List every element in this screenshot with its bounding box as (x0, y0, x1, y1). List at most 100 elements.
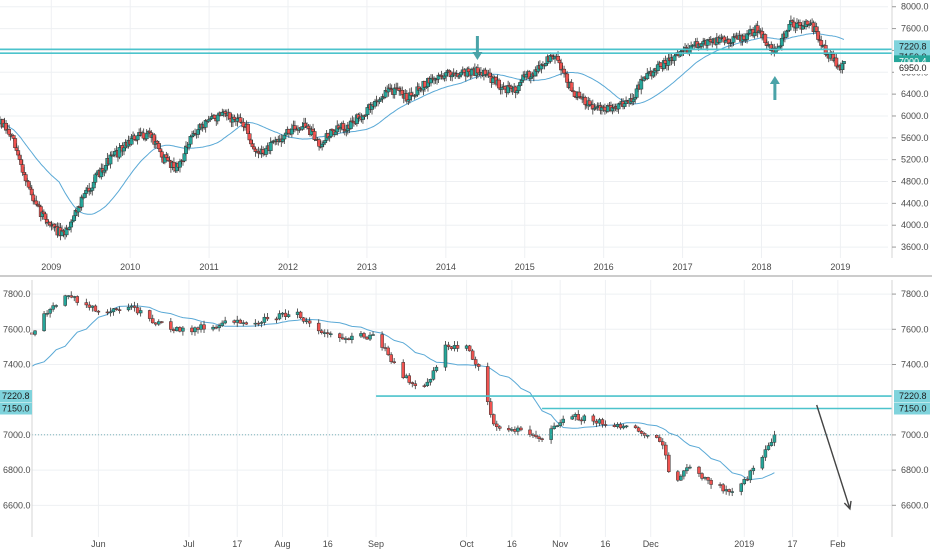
bottom-annotations (816, 404, 852, 511)
candle-body (449, 346, 454, 349)
candle (772, 430, 777, 447)
candle (507, 425, 511, 433)
candle (223, 316, 227, 325)
candle-body (160, 321, 164, 323)
candle (413, 380, 418, 390)
candle (105, 309, 110, 316)
candle (748, 469, 753, 483)
candle (769, 438, 774, 447)
candle (679, 474, 683, 481)
candle-body (519, 427, 523, 431)
candle-body (223, 320, 227, 324)
candle-body (105, 311, 110, 314)
daily-candlestick-panel: 7800.0 7600.0 7400.0 7000.0 6800.0 6600.0 7220… (0, 280, 930, 549)
candle (600, 417, 605, 428)
candle-body (190, 327, 194, 333)
candle (841, 61, 846, 71)
candle-body (262, 316, 267, 323)
candle (700, 472, 704, 481)
candle-body (727, 489, 731, 493)
candle (178, 326, 182, 333)
candle (485, 362, 490, 406)
candle-body (371, 334, 375, 336)
candle-body (147, 310, 152, 319)
candle-body (114, 308, 119, 310)
top-horizontal-levels (0, 48, 892, 54)
candle-body (268, 142, 273, 151)
candle (150, 314, 155, 324)
bottom-moving-average (31, 305, 775, 481)
candle-body (615, 424, 620, 428)
candle-body (404, 375, 408, 378)
candle (238, 318, 242, 324)
candle-body (280, 312, 285, 315)
y-tick-label: 7400.0 (901, 359, 929, 369)
candle-body (175, 327, 179, 332)
candle (84, 298, 89, 309)
candle (196, 326, 200, 334)
candle-body (476, 364, 481, 367)
candle (132, 301, 137, 312)
candle-body (72, 296, 77, 298)
candle-body (350, 335, 354, 341)
candle-body (157, 321, 161, 325)
y-tick-label: 6600.0 (3, 500, 31, 510)
candle (658, 434, 662, 443)
candle (428, 378, 433, 386)
candle-body (211, 326, 215, 330)
candle-body (392, 361, 396, 363)
candle-body (600, 419, 605, 425)
candle (495, 420, 499, 431)
candle (473, 356, 478, 369)
x-tick-label: 2010 (120, 262, 140, 272)
candle-body (126, 306, 131, 311)
candle-body (48, 309, 52, 314)
candle-body (111, 308, 116, 313)
x-tick-label: 2014 (436, 262, 456, 272)
candle-body (241, 322, 246, 324)
candle-body (220, 322, 224, 326)
candle (33, 330, 37, 337)
x-tick-label: 2019 (734, 539, 754, 549)
candle-body (576, 414, 581, 421)
candle-body (347, 338, 351, 341)
candle-body (326, 332, 330, 335)
candle-body (253, 322, 258, 325)
candle (603, 420, 608, 428)
candle (739, 482, 743, 496)
top-moving-average (0, 32, 845, 215)
candle-body (495, 423, 499, 428)
candle-body (455, 345, 460, 349)
candle-body (664, 444, 668, 456)
candle-body (319, 330, 324, 334)
candle-body (763, 449, 768, 458)
candle-body (301, 317, 306, 322)
candle-body (295, 311, 300, 315)
level-tag-label: 6950.0 (899, 63, 927, 73)
candle (519, 426, 523, 432)
candle (392, 358, 396, 364)
y-tick-label: 6800.0 (901, 465, 929, 475)
candle (449, 345, 454, 351)
candle-body (772, 434, 777, 443)
candle (766, 442, 771, 451)
candle-body (682, 470, 686, 477)
y-tick-label: 6400.0 (901, 89, 929, 99)
candle (323, 329, 327, 338)
candle (727, 488, 731, 496)
candle-body (178, 327, 182, 332)
candle-body (688, 466, 692, 469)
candle (75, 295, 80, 306)
y-tick-label: 4000.0 (901, 220, 929, 230)
candle-body (473, 359, 478, 365)
candle (147, 309, 152, 322)
candle-body (760, 456, 765, 469)
candle (470, 348, 475, 361)
x-tick-label: 16 (600, 539, 610, 549)
top-price-axis: 8000.07600.07200.06800.06400.06000.05600… (891, 0, 930, 258)
level-tag-label: 7150.0 (899, 404, 927, 414)
candle (298, 310, 303, 320)
candle (612, 422, 617, 428)
candle (570, 414, 574, 421)
candle (90, 305, 95, 312)
